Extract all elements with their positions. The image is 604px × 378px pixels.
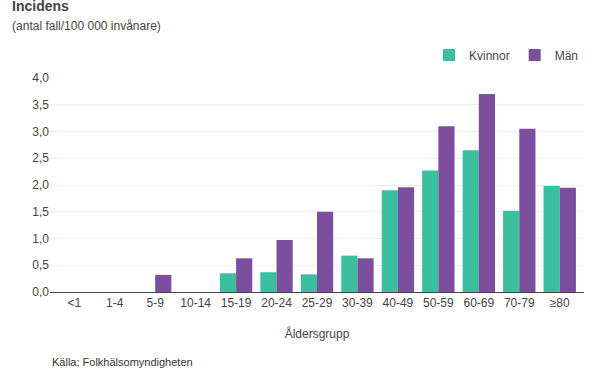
svg-text:50-59: 50-59 — [423, 296, 454, 310]
svg-text:15-19: 15-19 — [221, 296, 252, 310]
svg-text:1,0: 1,0 — [32, 232, 49, 246]
svg-text:4,0: 4,0 — [32, 71, 49, 85]
svg-text:≥80: ≥80 — [550, 296, 570, 310]
svg-text:5-9: 5-9 — [147, 296, 165, 310]
svg-text:<1: <1 — [67, 296, 81, 310]
svg-text:Källa: Folkhälsomyndigheten: Källa: Folkhälsomyndigheten — [52, 356, 193, 368]
svg-text:0,0: 0,0 — [32, 285, 49, 299]
svg-text:30-39: 30-39 — [342, 296, 373, 310]
svg-text:10-14: 10-14 — [180, 296, 211, 310]
svg-text:2,0: 2,0 — [32, 178, 49, 192]
svg-text:Kvinnor: Kvinnor — [469, 49, 510, 63]
svg-text:1-4: 1-4 — [106, 296, 124, 310]
svg-text:Incidens(antal fall/100 000 in: Incidens(antal fall/100 000 invånare) — [12, 0, 161, 33]
svg-text:1,5: 1,5 — [32, 205, 49, 219]
svg-text:2,5: 2,5 — [32, 151, 49, 165]
svg-text:60-69: 60-69 — [463, 296, 494, 310]
svg-text:25-29: 25-29 — [302, 296, 333, 310]
svg-text:40-49: 40-49 — [383, 296, 414, 310]
svg-text:70-79: 70-79 — [504, 296, 535, 310]
svg-text:3,0: 3,0 — [32, 125, 49, 139]
svg-text:Åldersgrupp: Åldersgrupp — [285, 326, 350, 341]
svg-text:0,5: 0,5 — [32, 258, 49, 272]
svg-text:20-24: 20-24 — [261, 296, 292, 310]
svg-text:Män: Män — [555, 49, 578, 63]
svg-text:3,5: 3,5 — [32, 98, 49, 112]
